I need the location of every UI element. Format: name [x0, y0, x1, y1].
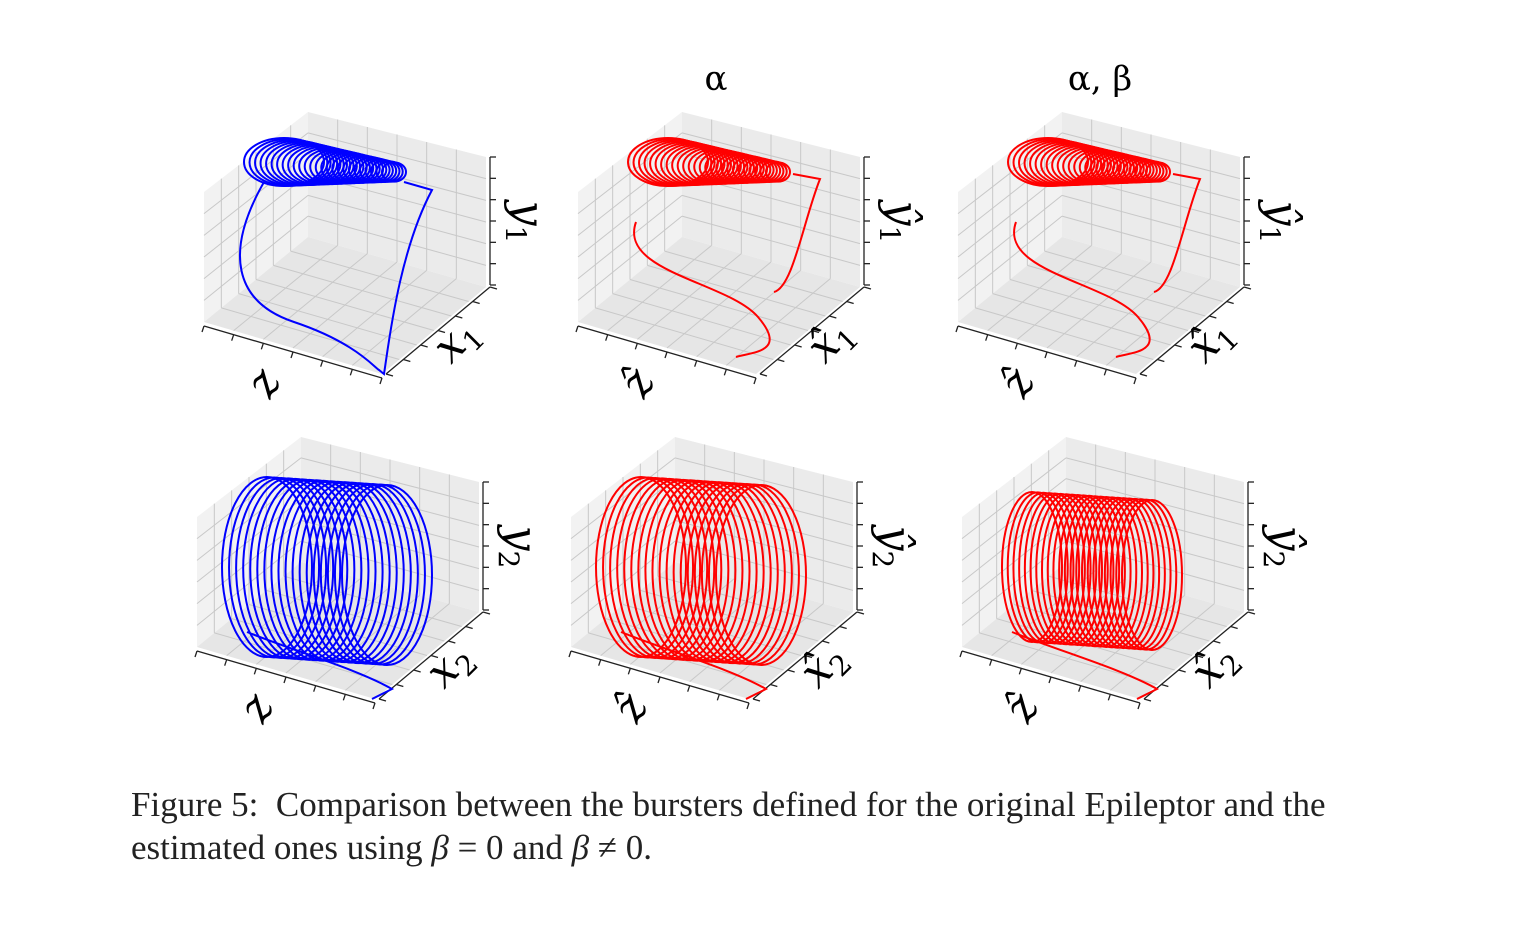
zlabel-r1-c3: ŷ1: [1253, 199, 1308, 244]
trajectory-r1-c3: [1007, 137, 1202, 358]
trajectory-r2-c2: [595, 476, 807, 700]
column-title-3: α, β: [1068, 59, 1132, 99]
trajectory-r2-c1: [221, 476, 433, 700]
xlabel-r1-c3: ẑ: [989, 359, 1046, 406]
panel-r1-c3: ẑx̂1ŷ1: [955, 112, 1308, 406]
figure-caption: Figure 5: Comparison between the burster…: [131, 783, 1431, 869]
zlabel-r1-c1: y1: [499, 199, 554, 244]
trajectory-r2-c3: [1001, 491, 1183, 700]
xlabel-r1-c2: ẑ: [609, 359, 666, 406]
caption-beta-1: β: [431, 828, 449, 867]
column-title-2: α: [705, 59, 728, 99]
caption-beta-2: β: [571, 828, 590, 867]
zlabel-r1-c2: ŷ1: [873, 199, 928, 244]
caption-neq: ≠ 0: [589, 828, 644, 867]
panel-r2-c3: ẑx̂2ŷ2: [959, 437, 1312, 731]
trajectory-r1-c2: [627, 137, 822, 358]
caption-end: .: [643, 828, 653, 867]
trajectory-r1-c1: [239, 137, 434, 376]
caption-eq: = 0: [448, 828, 504, 867]
panel-r1-c2: ẑx̂1ŷ1: [575, 112, 928, 406]
panel-r2-c2: ẑx̂2ŷ2: [568, 437, 921, 731]
caption-text: Figure 5: Comparison between the burster…: [131, 785, 1335, 867]
caption-mid: and: [503, 828, 572, 867]
zlabel-r2-c2: ŷ2: [866, 524, 921, 569]
zlabel-r2-c1: y2: [492, 524, 547, 569]
xlabel-r2-c1: z: [228, 684, 285, 731]
zlabel-r2-c3: ŷ2: [1257, 524, 1312, 569]
xlabel-r2-c2: ẑ: [602, 684, 659, 731]
xlabel-r1-c1: z: [235, 359, 292, 406]
xlabel-r2-c3: ẑ: [993, 684, 1050, 731]
figure-panels: α α, β zx1y1ẑx̂1ŷ1ẑx̂1ŷ1zx2y2ẑx̂2ŷ2ẑx̂2ŷ…: [194, 59, 1312, 731]
